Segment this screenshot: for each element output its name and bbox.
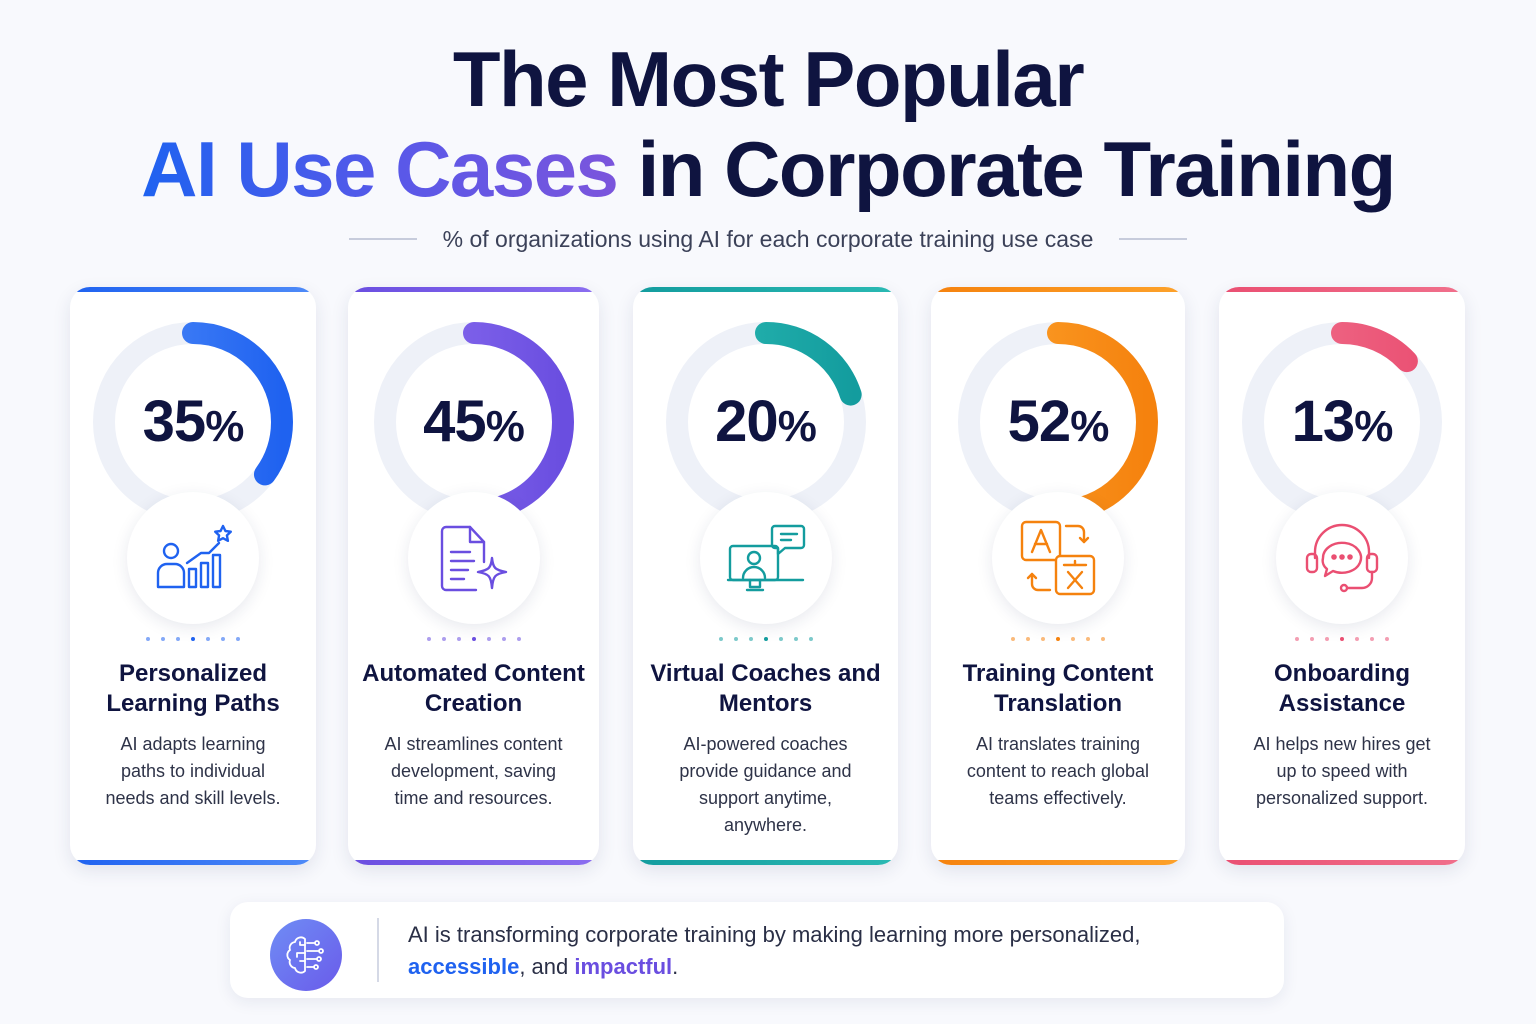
use-case-name: Automated Content Creation — [362, 660, 585, 717]
use-case-description: AI translates training content to reach … — [966, 734, 1150, 808]
dots-divider — [348, 637, 599, 641]
use-case-card-content-creation: 45% Automated Content Creation AI stream… — [348, 287, 599, 865]
use-case-name: Training Content Translation — [962, 660, 1154, 717]
donut-arc — [665, 322, 866, 522]
headset-chat-icon — [1276, 492, 1408, 624]
footer-divider — [377, 918, 379, 982]
dots-divider — [70, 637, 316, 641]
use-case-card-content-translation: 52% Training Content Translation AI tran… — [931, 287, 1185, 865]
use-case-name: Onboarding Assistance — [1274, 660, 1410, 717]
use-case-description: AI-powered coaches provide guidance and … — [679, 734, 852, 835]
card-top-bar — [70, 287, 316, 292]
title-line-1: The Most Popular — [452, 35, 1085, 123]
translate-icon — [992, 492, 1124, 624]
footer-text: AI is transforming corporate training by… — [408, 922, 1141, 979]
percentage-value: 13% — [1291, 389, 1394, 454]
dots-divider — [931, 637, 1185, 641]
dots-divider — [1219, 637, 1465, 641]
footer-highlight-impactful: impactful — [574, 954, 673, 979]
use-case-description: AI helps new hires get up to speed with … — [1253, 734, 1431, 808]
subtitle-rule-right — [1119, 238, 1188, 240]
card-top-bar — [1219, 287, 1465, 292]
card-bottom-bar — [348, 860, 599, 865]
footer-highlight-accessible: accessible — [408, 954, 520, 979]
use-case-name: Virtual Coaches and Mentors — [650, 660, 881, 717]
title-line-2: AI Use Cases in Corporate Training — [0, 124, 1536, 214]
use-case-description: AI adapts learning paths to individual n… — [105, 734, 281, 808]
subtitle: % of organizations using AI for each cor… — [442, 225, 1094, 252]
percentage-value: 52% — [1007, 389, 1110, 454]
title-highlight: AI Use Cases — [141, 125, 619, 213]
learning-path-icon — [127, 492, 259, 624]
card-top-bar — [931, 287, 1185, 292]
card-top-bar — [633, 287, 898, 292]
card-top-bar — [348, 287, 599, 292]
ai-brain-icon — [270, 919, 342, 991]
use-case-name: Personalized Learning Paths — [106, 660, 280, 717]
use-case-card-virtual-coaches: 20% Virtual Coaches and Mentors AI-power… — [633, 287, 898, 865]
footer-callout: AI is transforming corporate training by… — [230, 902, 1284, 998]
title-rest: in Corporate Training — [637, 125, 1397, 213]
percentage-value: 35% — [142, 389, 245, 454]
use-case-card-personalized-learning: 35% Personalized Learning Paths AI adapt… — [70, 287, 316, 865]
percentage-value: 20% — [715, 389, 817, 454]
card-bottom-bar — [633, 860, 898, 865]
card-bottom-bar — [931, 860, 1185, 865]
donut-arc — [373, 322, 574, 522]
dots-divider — [633, 637, 898, 641]
percentage-value: 45% — [423, 389, 525, 454]
subtitle-row: % of organizations using AI for each cor… — [0, 222, 1536, 256]
subtitle-rule-left — [348, 238, 417, 240]
virtual-coach-icon — [699, 492, 832, 624]
document-sparkle-icon — [407, 492, 540, 624]
donut-arc — [93, 322, 293, 522]
card-bottom-bar — [70, 860, 316, 865]
card-bottom-bar — [1219, 860, 1465, 865]
use-case-description: AI streamlines content development, savi… — [384, 734, 563, 808]
donut-arc — [1242, 322, 1442, 522]
use-case-card-onboarding: 13% Onboarding Assistance AI helps new h… — [1219, 287, 1465, 865]
